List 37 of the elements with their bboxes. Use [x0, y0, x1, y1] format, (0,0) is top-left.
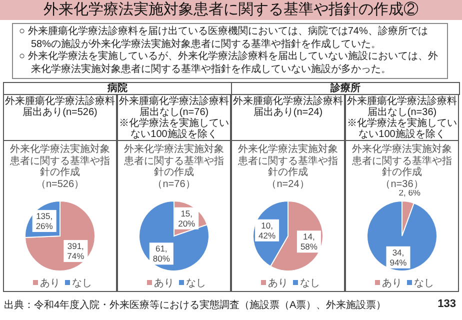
chart-title: 外来化学療法実施対象患者に関する基準や指針の作成 [9, 144, 111, 178]
legend-label: なし [186, 278, 206, 289]
text: 外来腫瘍化学療法診療料届出なし(n=36) [346, 96, 458, 118]
text: 133 [438, 298, 456, 310]
chart-title: 外来化学療法実施対象患者に関する基準や指針の作成 [351, 144, 453, 178]
data-label: 61, 80% [152, 244, 170, 264]
chart-subtitle: （n=24） [266, 178, 310, 190]
text: ○ 外来腫瘍化学療法診療料を届け出ている医療機関においては、病院では74%、診療所では58%の施設が外来化学療法実施対象患者に関する基準や指針を作成していた。 [19, 26, 429, 50]
chart-subtitle: （n=526） [34, 178, 86, 190]
data-label: 10, 42% [258, 220, 276, 240]
text: 病院 [3, 82, 232, 95]
text: ※化学療法を実施していない100施設を除く [118, 118, 230, 140]
text: 外来腫瘍化学療法診療料届出あり(n=526) [4, 96, 116, 118]
data-label: 135, 26% [36, 210, 54, 231]
chart-title: 外来化学療法実施対象患者に関する基準や指針の作成 [237, 144, 339, 178]
data-label: 2, 6% [398, 188, 421, 198]
data-label: 14, 58% [300, 232, 318, 252]
source-note: 出典：令和4年度入院・外来医療等における実態調査（施設票（A票）、外来施設票） [4, 300, 386, 312]
chart-subtitle: （n=36） [380, 178, 424, 190]
data-label: 391, 74% [67, 241, 85, 262]
text: 外来化学療法実施対象患者に関する基準や指針の作成② [0, 0, 462, 20]
legend-label: なし [300, 278, 320, 289]
text: 外来腫瘍化学療法診療料届出なし(n=76) [118, 96, 230, 118]
legend-label: あり [268, 278, 288, 289]
legend-label: あり [40, 278, 60, 289]
legend-label: あり [382, 278, 402, 289]
text: 外来腫瘍化学療法診療料届出あり(n=24) [232, 96, 344, 118]
text: ※化学療法を実施していない100施設を除く [346, 118, 458, 140]
data-label: 34, 94% [390, 247, 408, 268]
chart-title: 外来化学療法実施対象患者に関する基準や指針の作成 [123, 144, 225, 178]
text: 診療所 [231, 82, 460, 95]
legend-label: なし [72, 278, 92, 289]
data-label: 15, 20% [178, 208, 196, 228]
text: ○ 外来化学療法を実施しているが、外来化学療法診療料を届出していない施設においては、外来化学療法実施対象患者に関する基準や指針を作成していない施設が多かった。 [19, 51, 439, 76]
legend-label: あり [154, 278, 174, 289]
legend-label: なし [414, 278, 434, 289]
chart-subtitle: （n=76） [152, 178, 196, 190]
